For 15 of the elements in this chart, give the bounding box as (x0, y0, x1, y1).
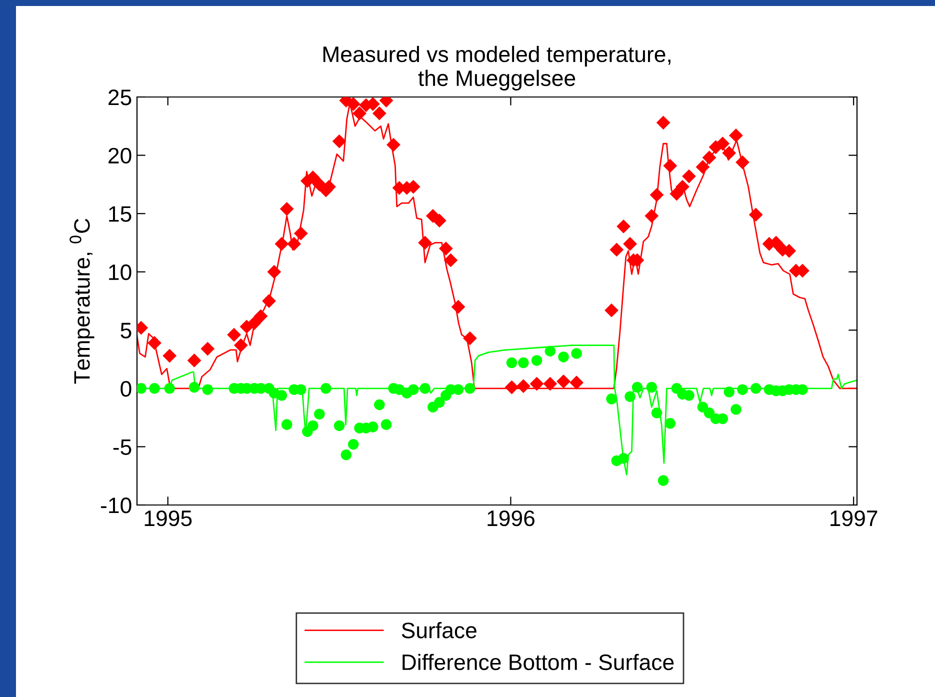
x-tick-label: 1995 (144, 510, 192, 526)
y-tick-label: 20 (108, 148, 132, 164)
y-tick-label: 0 (120, 380, 132, 397)
y-tick-label: 5 (120, 322, 132, 338)
legend-label: Difference Bottom - Surface (402, 654, 674, 670)
x-tick-label: 1997 (830, 510, 878, 526)
y-axis-title: Temperature, $^{0}$C (70, 218, 94, 384)
chart-title: Measured vs modeled temperature, the Mueggelsee (323, 46, 670, 90)
x-tick-label: 1996 (488, 510, 534, 526)
y-tick-label: -10 (101, 498, 132, 514)
y-tick-label: 15 (109, 206, 132, 222)
legend-label: Surface (402, 622, 476, 638)
y-tick-label: 25 (108, 90, 132, 106)
y-tick-label: 10 (109, 264, 132, 280)
y-tick-label: -5 (113, 439, 132, 455)
